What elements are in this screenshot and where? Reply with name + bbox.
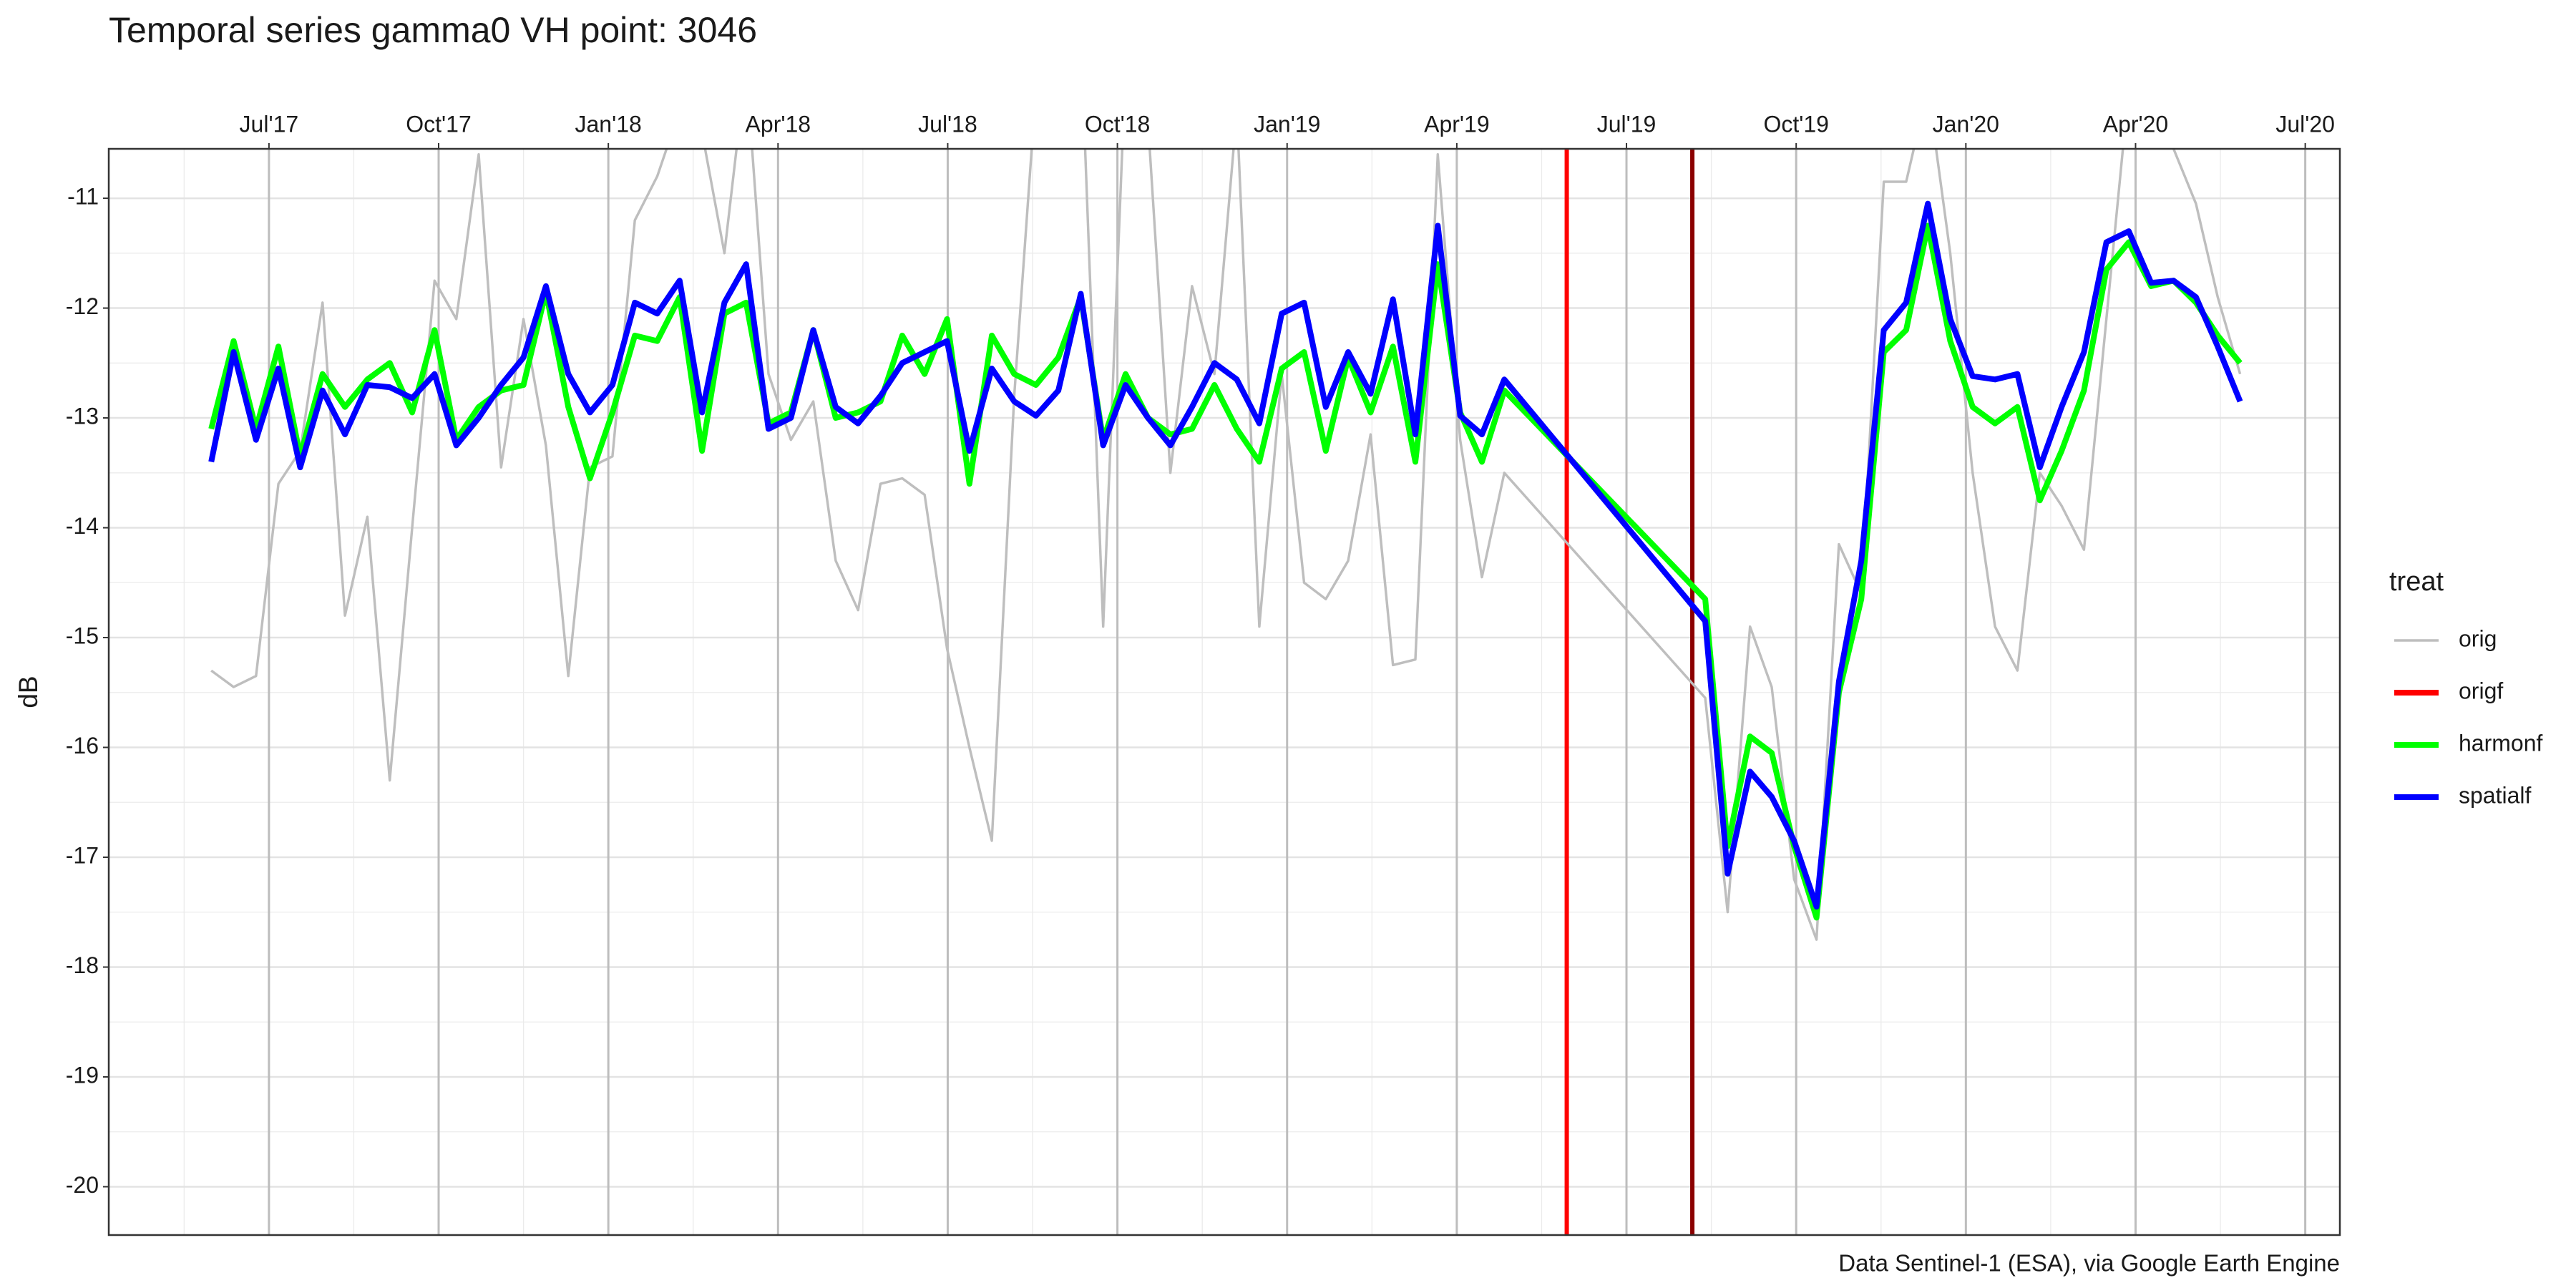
caption: Data Sentinel-1 (ESA), via Google Earth … <box>1838 1250 2340 1277</box>
x-tick-label: Jul'20 <box>2275 111 2335 137</box>
x-tick-label: Jul'19 <box>1597 111 1657 137</box>
y-tick-label: -20 <box>66 1172 99 1198</box>
x-tick-label: Apr'18 <box>746 111 811 137</box>
plot-layer <box>208 149 2243 1235</box>
y-tick-label: -19 <box>66 1062 99 1088</box>
series-line <box>208 223 2243 921</box>
y-tick-label: -15 <box>66 623 99 648</box>
x-tick-label: Oct'19 <box>1763 111 1828 137</box>
x-tick-label: Jan'20 <box>1933 111 1999 137</box>
y-tick-label: -17 <box>66 842 99 868</box>
x-tick-label: Oct'18 <box>1085 111 1150 137</box>
legend-label: spatialf <box>2459 782 2532 808</box>
series-line <box>208 200 2243 910</box>
legend-label: harmonf <box>2459 730 2543 756</box>
plot-area <box>109 149 2340 1235</box>
y-tick-label: -12 <box>66 293 99 319</box>
plot-border <box>107 147 2341 1236</box>
x-tick-label: Apr'19 <box>1424 111 1490 137</box>
series-line <box>210 149 2242 941</box>
y-tick-label: -14 <box>66 513 99 539</box>
x-tick-label: Jan'19 <box>1254 111 1320 137</box>
y-tick-label: -13 <box>66 403 99 429</box>
y-tick-label: -16 <box>66 733 99 758</box>
y-axis-label: dB <box>14 675 43 708</box>
legend-label: orig <box>2459 625 2497 651</box>
x-tick-label: Apr'20 <box>2103 111 2169 137</box>
y-tick-label: -11 <box>67 184 99 210</box>
legend-label: origf <box>2459 678 2503 703</box>
x-tick-label: Jul'18 <box>918 111 977 137</box>
x-tick-label: Oct'17 <box>406 111 471 137</box>
legend-title: treat <box>2389 567 2444 597</box>
x-tick-label: Jan'18 <box>575 111 642 137</box>
y-tick-label: -18 <box>66 952 99 978</box>
chart-title: Temporal series gamma0 VH point: 3046 <box>109 10 757 50</box>
x-tick-label: Jul'17 <box>240 111 299 137</box>
